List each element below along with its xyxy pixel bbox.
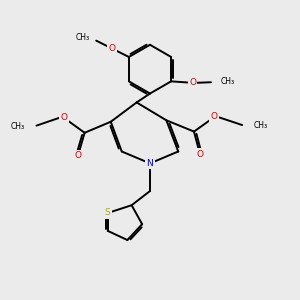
Text: O: O	[109, 44, 116, 52]
Text: S: S	[105, 208, 111, 217]
Text: O: O	[61, 113, 68, 122]
Text: O: O	[196, 150, 203, 159]
Text: CH₃: CH₃	[76, 33, 90, 42]
Text: O: O	[75, 151, 82, 160]
Text: CH₃: CH₃	[11, 122, 25, 131]
Text: O: O	[210, 112, 218, 121]
Text: CH₃: CH₃	[220, 77, 235, 86]
Text: N: N	[147, 159, 153, 168]
Text: CH₃: CH₃	[254, 121, 268, 130]
Text: O: O	[189, 78, 196, 87]
